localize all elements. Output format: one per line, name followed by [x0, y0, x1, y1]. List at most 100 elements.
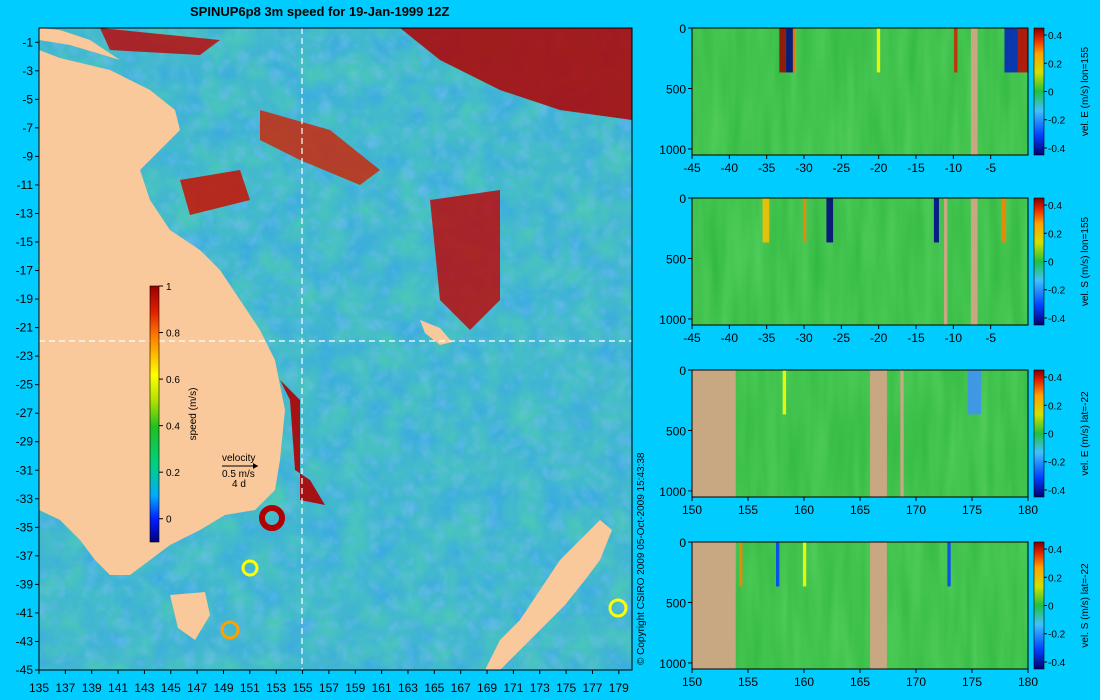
section-4-cb-tick-4: -0.4 — [1048, 658, 1066, 669]
section-3-y-tick-1: 500 — [666, 424, 686, 438]
section-1-x-tick-7: -10 — [945, 161, 963, 175]
map-x-tick-0: 135 — [29, 681, 49, 695]
new-zealand-land — [485, 520, 612, 670]
section-3-x-tick-6: 180 — [1018, 503, 1038, 517]
section-4-y-tick-1: 500 — [666, 596, 686, 610]
map-y-tick-19: -39 — [16, 577, 34, 591]
section-4-x-tick-1: 155 — [738, 675, 758, 689]
section-2-x-tick-5: -20 — [870, 331, 888, 345]
map-x-tick-5: 145 — [161, 681, 181, 695]
section-2-x-tick-3: -30 — [795, 331, 813, 345]
map-x-tick-2: 139 — [82, 681, 102, 695]
map-x-tick-6: 147 — [187, 681, 207, 695]
section-1-x-tick-4: -25 — [833, 161, 851, 175]
section-2-cb-tick-2: 0 — [1048, 258, 1054, 269]
speed-colorbar-tick-1: 0.2 — [166, 468, 180, 479]
papua-land — [39, 28, 120, 60]
section-1-y-tick-1: 500 — [666, 82, 686, 96]
map-y-tick-0: -1 — [22, 35, 33, 49]
speed-field — [39, 28, 632, 670]
map-y-tick-17: -35 — [16, 520, 34, 534]
section-2-y-tick-2: 1000 — [659, 313, 686, 327]
map-x-tick-17: 169 — [477, 681, 497, 695]
map-y-tick-15: -31 — [16, 463, 34, 477]
section-1-cb-tick-1: 0.2 — [1048, 59, 1062, 70]
section-4-cb-tick-1: 0.2 — [1048, 573, 1062, 584]
map-x-tick-18: 171 — [503, 681, 523, 695]
section-3-y-tick-2: 1000 — [659, 485, 686, 499]
section-1-x-tick-2: -35 — [758, 161, 776, 175]
map-y-tick-21: -43 — [16, 634, 34, 648]
section-1-y-tick-0: 0 — [679, 22, 686, 36]
section-2-y-tick-1: 500 — [666, 252, 686, 266]
section-2-colorbar-label: vel. S (m/s) lon=155 — [1080, 216, 1091, 306]
section-3-cb-tick-4: -0.4 — [1048, 486, 1066, 497]
map-y-tick-2: -5 — [22, 92, 33, 106]
section-2-x-tick-4: -25 — [833, 331, 851, 345]
section-1-cb-tick-4: -0.4 — [1048, 144, 1066, 155]
section-3-cb-tick-3: -0.2 — [1048, 458, 1066, 469]
section-panel-1: -45 -40 -35 -30 -25 -20 -15 -10 -5 0 500 1000 0.4 0.2… — [659, 22, 1091, 175]
map-y-tick-12: -25 — [16, 378, 34, 392]
map-x-tick-12: 159 — [345, 681, 365, 695]
section-1-x-tick-3: -30 — [795, 161, 813, 175]
map-x-tick-3: 141 — [108, 681, 128, 695]
map-y-tick-16: -33 — [16, 492, 34, 506]
section-2-x-tick-0: -45 — [683, 331, 701, 345]
section-4-x-tick-5: 175 — [962, 675, 982, 689]
map-x-tick-19: 173 — [530, 681, 550, 695]
section-4-x-tick-2: 160 — [794, 675, 814, 689]
section-4-cb-tick-3: -0.2 — [1048, 630, 1066, 641]
map-y-tick-4: -9 — [22, 149, 33, 163]
map-x-tick-9: 153 — [266, 681, 286, 695]
speed-colorbar-ticks: 0 0.2 0.4 0.6 0.8 1 — [159, 282, 180, 526]
map-y-tick-22: -45 — [16, 663, 34, 677]
map-y-tick-7: -15 — [16, 235, 34, 249]
speed-colorbar-tick-4: 0.8 — [166, 329, 180, 340]
velocity-key-speed: 0.5 m/s — [222, 469, 255, 480]
map-y-tick-1: -3 — [22, 64, 33, 78]
section-4-x-tick-3: 165 — [850, 675, 870, 689]
section-2-cb-tick-3: -0.2 — [1048, 286, 1066, 297]
map-y-tick-14: -29 — [16, 435, 34, 449]
section-2-x-tick-1: -40 — [721, 331, 739, 345]
map-x-tick-21: 177 — [582, 681, 602, 695]
map-y-tick-11: -23 — [16, 349, 34, 363]
speed-colorbar-tick-5: 1 — [166, 282, 172, 293]
section-3-x-tick-2: 160 — [794, 503, 814, 517]
section-2-x-tick-2: -35 — [758, 331, 776, 345]
copyright-text: © Copyright CSIRO 2009 05-Oct-2009 15:43… — [636, 452, 647, 665]
section-2-cb-tick-1: 0.2 — [1048, 229, 1062, 240]
section-3-y-tick-0: 0 — [679, 364, 686, 378]
speed-colorbar: 0 0.2 0.4 0.6 0.8 1 speed (m/s) — [149, 282, 199, 543]
map-x-tick-15: 165 — [424, 681, 444, 695]
map-y-tick-labels: -1 -3 -5 -7 -9 -11 -13 -15 -17 -19 -21 -23 -25 -27 -29… — [16, 35, 39, 677]
map-y-tick-10: -21 — [16, 321, 34, 335]
speed-colorbar-label: speed (m/s) — [188, 388, 199, 441]
map-x-tick-labels: 135 137 139 141 143 145 147 149 151 153 155 157 159 1… — [29, 670, 629, 695]
speed-colorbar-tick-3: 0.6 — [166, 375, 180, 386]
map-x-tick-13: 161 — [372, 681, 392, 695]
map-y-tick-13: -27 — [16, 406, 34, 420]
section-panel-4: 150 155 160 165 170 175 180 0 500 1000 0.4 0.2 0 -0.2… — [659, 536, 1091, 689]
velocity-key-label: velocity — [222, 453, 255, 464]
map-y-tick-18: -37 — [16, 549, 34, 563]
map-x-tick-22: 179 — [609, 681, 629, 695]
map-x-tick-16: 167 — [451, 681, 471, 695]
section-3-colorbar-label: vel. E (m/s) lat=-22 — [1080, 391, 1091, 476]
section-3-x-tick-0: 150 — [682, 503, 702, 517]
section-1-cb-tick-3: -0.2 — [1048, 116, 1066, 127]
map-x-tick-7: 149 — [213, 681, 233, 695]
speed-colorbar-tick-0: 0 — [166, 515, 172, 526]
section-2-x-tick-8: -5 — [985, 331, 996, 345]
section-1-x-tick-6: -15 — [907, 161, 925, 175]
section-3-x-tick-5: 175 — [962, 503, 982, 517]
section-4-x-tick-4: 170 — [906, 675, 926, 689]
section-1-y-tick-2: 1000 — [659, 143, 686, 157]
section-panel-2: -45 -40 -35 -30 -25 -20 -15 -10 -5 0 500 1000 0.4 0.2… — [659, 192, 1091, 345]
map-x-tick-14: 163 — [398, 681, 418, 695]
map-x-tick-11: 157 — [319, 681, 339, 695]
section-3-cb-tick-1: 0.2 — [1048, 401, 1062, 412]
